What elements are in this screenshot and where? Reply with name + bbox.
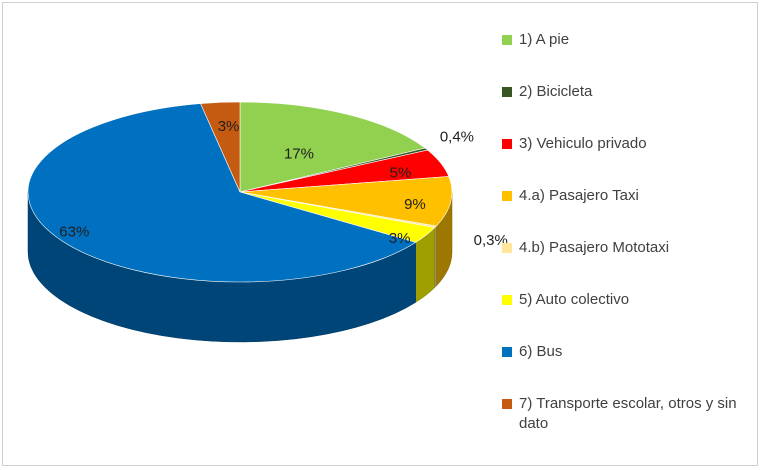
legend-label: 4.b) Pasajero Mototaxi [519, 239, 670, 256]
legend-item-3: 3) Vehiculo privado [502, 134, 752, 186]
pie-slice-4 [239, 176, 453, 227]
data-label-2: 0,4% [440, 129, 474, 146]
legend-swatch [502, 35, 512, 45]
data-label-8: 3% [218, 118, 240, 135]
legend-item-8: 7) Transporte escolar, otros y sin dato [502, 394, 752, 446]
data-label-5: 0,3% [474, 232, 508, 249]
legend-item-2: 2) Bicicleta [502, 82, 752, 134]
legend-item-5: 4.b) Pasajero Mototaxi [502, 238, 752, 290]
legend-swatch [502, 295, 512, 305]
pie-labels: 17% 0,4% 5% 9% 0,3% 3% 63% 3% [59, 118, 508, 249]
legend-swatch [502, 87, 512, 97]
pie-top [27, 101, 453, 283]
data-label-1: 17% [284, 145, 314, 162]
legend-swatch [502, 399, 512, 409]
legend-label: 7) Transporte escolar, otros y sin dato [519, 395, 737, 432]
legend-label: 3) Vehiculo privado [519, 135, 647, 152]
data-label-3: 5% [390, 165, 412, 182]
data-label-6: 3% [389, 230, 411, 247]
legend-label: 1) A pie [519, 31, 570, 48]
legend-label: 4.a) Pasajero Taxi [519, 187, 639, 204]
pie-slice-7 [27, 103, 417, 283]
legend-item-1: 1) A pie [502, 30, 752, 82]
legend-item-4: 4.a) Pasajero Taxi [502, 186, 752, 238]
legend-label: 5) Auto colectivo [519, 291, 630, 308]
pie-slice-8 [200, 101, 241, 193]
legend-item-7: 6) Bus [502, 342, 752, 394]
legend-swatch [502, 191, 512, 201]
legend-swatch [502, 347, 512, 357]
data-label-4: 9% [404, 196, 426, 213]
legend-swatch [502, 243, 512, 253]
legend-item-6: 5) Auto colectivo [502, 290, 752, 342]
legend-swatch [502, 139, 512, 149]
pie-slice-1 [239, 101, 426, 193]
legend: 1) A pie 2) Bicicleta 3) Vehiculo privado 4… [502, 30, 752, 446]
legend-label: 6) Bus [519, 343, 563, 360]
legend-label: 2) Bicicleta [519, 83, 593, 100]
data-label-7: 63% [59, 224, 89, 241]
